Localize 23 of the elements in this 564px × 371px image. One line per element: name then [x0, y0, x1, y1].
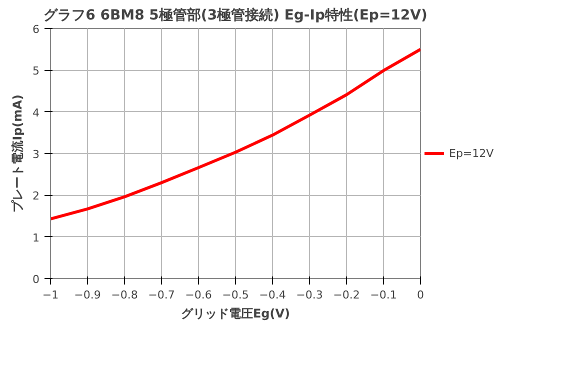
y-tick-label: 5: [32, 64, 40, 78]
x-tick-label: 0: [417, 288, 424, 302]
x-tick-label: −0.9: [74, 288, 101, 302]
y-tick-label: 4: [32, 106, 40, 120]
x-axis-title: グリッド電圧Eg(V): [180, 306, 290, 320]
chart-title: グラフ6 6BM8 5極管部(3極管接続) Eg-Ip特性(Ep=12V): [44, 6, 428, 24]
y-tick-label: 2: [32, 190, 40, 203]
x-tick-label: −0.2: [333, 288, 360, 302]
y-tick-label: 0: [32, 273, 40, 286]
x-tick-label: −0.1: [370, 288, 397, 302]
x-tick-label: −0.5: [222, 288, 249, 302]
y-axis-title: プレート電流Ip(mA): [10, 94, 24, 212]
x-tick-label: −0.7: [148, 288, 175, 302]
y-tick-label: 3: [32, 148, 40, 161]
x-tick-label: −0.4: [259, 288, 286, 302]
line-series: [50, 48, 420, 220]
y-tick-label: 6: [32, 23, 40, 36]
x-tick-label: −1: [42, 288, 59, 302]
legend-label: Ep=12V: [449, 146, 494, 160]
x-tick-label: −0.3: [296, 288, 323, 302]
x-tick-label: −0.8: [111, 288, 138, 302]
x-tick-label: −0.6: [185, 288, 212, 302]
y-tick-label: 1: [32, 231, 40, 244]
